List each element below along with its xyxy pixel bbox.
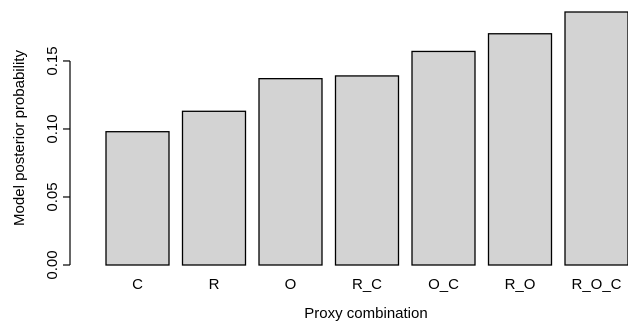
bar-c: [105, 131, 170, 266]
x-tick-label: R_C: [352, 276, 382, 293]
bar-r-o-c: [564, 11, 628, 266]
y-tick-label: 0.15: [44, 46, 61, 75]
y-tick-label: 0.10: [44, 114, 61, 143]
bars-group: [105, 11, 628, 266]
bar-o-c: [411, 50, 476, 266]
x-tick-label: O: [285, 276, 297, 293]
y-axis-title: Model posterior probability: [11, 50, 28, 226]
bar-o: [258, 78, 323, 266]
x-tick-label: O_C: [428, 276, 459, 293]
x-axis-title: Proxy combination: [304, 305, 427, 322]
bar-r: [181, 110, 247, 266]
x-tick-labels: C R O R_C O_C R_O R_O_C: [132, 276, 622, 293]
x-tick-label: R_O: [505, 276, 536, 293]
x-tick-label: R: [209, 276, 220, 293]
y-axis: 0.00 0.05 0.10 0.15: [44, 46, 71, 280]
y-tick-label: 0.05: [44, 182, 61, 211]
y-tick-label: 0.00: [44, 250, 61, 279]
bar-r-c: [334, 75, 400, 266]
x-tick-label: C: [132, 276, 143, 293]
x-tick-label: R_O_C: [571, 276, 621, 293]
bar-r-o: [487, 33, 553, 266]
